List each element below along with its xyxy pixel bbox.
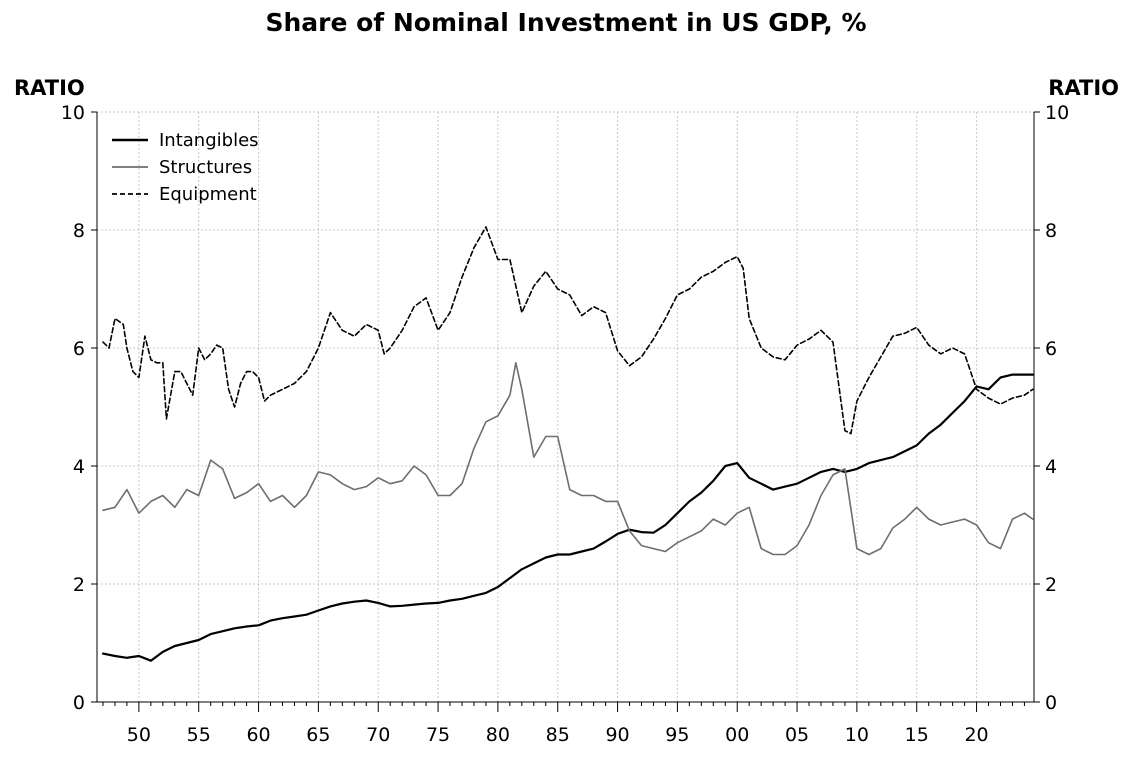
x-tick-label: 80 [486,724,510,746]
x-tick-label: 20 [964,724,988,746]
legend: Intangibles Structures Equipment [112,130,259,205]
x-tick-label: 65 [306,724,330,746]
equipment-line [102,226,1034,435]
x-tick-label: 60 [246,724,270,746]
x-tick-label: 85 [546,724,570,746]
y-tick-label-right: 2 [1045,574,1057,596]
x-tick-label: 00 [725,724,749,746]
y-tick-label-left: 8 [73,220,85,242]
x-tick-label: 10 [845,724,869,746]
y-tick-label-right: 6 [1045,338,1057,360]
y-tick-label-right: 4 [1045,456,1057,478]
y-tick-label-left: 4 [73,456,85,478]
intangibles-line [101,373,1034,662]
y-tick-label-left: 0 [73,692,85,714]
legend-label: Intangibles [159,130,259,151]
x-tick-label: 15 [905,724,929,746]
x-tick-label: 90 [605,724,629,746]
legend-label: Equipment [159,184,257,205]
x-tick-label: 50 [127,724,151,746]
y-tick-label-right: 10 [1045,102,1069,124]
right-axis-title: RATIO [1048,76,1119,100]
y-tick-label-right: 0 [1045,692,1057,714]
chart-title: Share of Nominal Investment in US GDP, % [265,8,866,37]
x-tick-label: 95 [665,724,689,746]
x-tick-label: 75 [426,724,450,746]
legend-label: Structures [159,157,252,178]
y-tick-label-left: 6 [73,338,85,360]
series-lines [101,226,1034,662]
x-tick-label: 55 [187,724,211,746]
x-tick-label: 05 [785,724,809,746]
y-tick-label-left: 10 [61,102,85,124]
left-axis-title: RATIO [14,76,85,100]
structures-line [102,361,1034,556]
x-tick-label: 70 [366,724,390,746]
y-tick-label-right: 8 [1045,220,1057,242]
y-tick-label-left: 2 [73,574,85,596]
